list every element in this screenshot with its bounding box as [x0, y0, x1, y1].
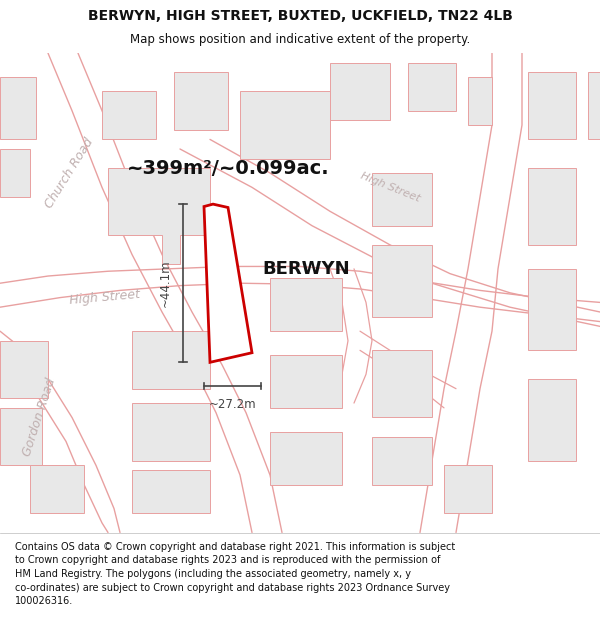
- Polygon shape: [528, 379, 576, 461]
- Polygon shape: [372, 351, 432, 418]
- Text: Map shows position and indicative extent of the property.: Map shows position and indicative extent…: [130, 33, 470, 46]
- Text: ~27.2m: ~27.2m: [209, 398, 256, 411]
- Text: ~399m²/~0.099ac.: ~399m²/~0.099ac.: [127, 159, 329, 177]
- Text: BERWYN: BERWYN: [262, 260, 350, 278]
- Text: High Street: High Street: [359, 171, 421, 204]
- Polygon shape: [240, 91, 330, 159]
- Text: Gordon Road: Gordon Road: [20, 377, 58, 458]
- Polygon shape: [174, 72, 228, 130]
- Polygon shape: [132, 470, 210, 513]
- Polygon shape: [0, 149, 30, 197]
- Polygon shape: [528, 168, 576, 245]
- Polygon shape: [0, 341, 48, 398]
- Polygon shape: [270, 278, 342, 331]
- Polygon shape: [204, 204, 252, 362]
- Polygon shape: [528, 269, 576, 351]
- Polygon shape: [372, 173, 432, 226]
- Polygon shape: [372, 437, 432, 484]
- Polygon shape: [132, 403, 210, 461]
- Polygon shape: [132, 331, 210, 389]
- Polygon shape: [30, 466, 84, 513]
- Polygon shape: [270, 355, 342, 408]
- Text: BERWYN, HIGH STREET, BUXTED, UCKFIELD, TN22 4LB: BERWYN, HIGH STREET, BUXTED, UCKFIELD, T…: [88, 9, 512, 23]
- Polygon shape: [108, 168, 210, 264]
- Polygon shape: [444, 466, 492, 513]
- Polygon shape: [468, 77, 492, 125]
- Polygon shape: [270, 432, 342, 484]
- Polygon shape: [372, 245, 432, 317]
- Polygon shape: [0, 77, 36, 139]
- Polygon shape: [408, 62, 456, 111]
- Polygon shape: [102, 91, 156, 139]
- Polygon shape: [0, 408, 42, 466]
- Text: ~44.1m: ~44.1m: [159, 259, 172, 307]
- Polygon shape: [588, 72, 600, 139]
- Polygon shape: [528, 72, 576, 139]
- Text: Church Road: Church Road: [42, 136, 96, 211]
- Text: High Street: High Street: [69, 288, 141, 307]
- Text: Contains OS data © Crown copyright and database right 2021. This information is : Contains OS data © Crown copyright and d…: [15, 542, 455, 606]
- Polygon shape: [330, 62, 390, 120]
